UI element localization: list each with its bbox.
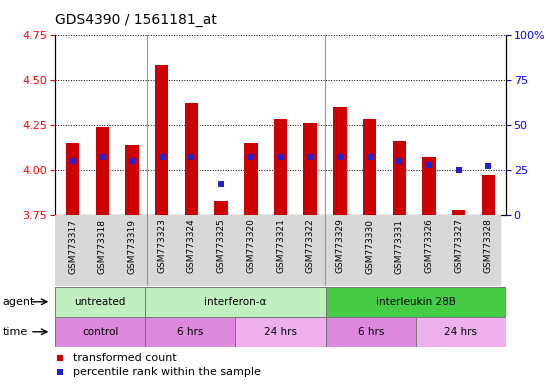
Text: interferon-α: interferon-α — [204, 297, 267, 307]
Bar — [326, 287, 506, 317]
Bar — [185, 103, 198, 215]
Text: GSM773331: GSM773331 — [395, 218, 404, 273]
Text: interleukin 28B: interleukin 28B — [376, 297, 456, 307]
Bar — [363, 119, 376, 215]
Text: GSM773320: GSM773320 — [246, 218, 255, 273]
Text: GSM773327: GSM773327 — [454, 218, 463, 273]
Bar — [55, 287, 145, 317]
Bar — [125, 145, 139, 215]
Text: GSM773328: GSM773328 — [483, 218, 493, 273]
Text: GSM773322: GSM773322 — [306, 218, 315, 273]
Bar — [244, 143, 257, 215]
Bar — [66, 143, 80, 215]
Text: GSM773324: GSM773324 — [187, 218, 196, 273]
Bar — [145, 317, 235, 347]
Bar — [274, 119, 287, 215]
Text: 24 hrs: 24 hrs — [264, 327, 297, 337]
Text: 24 hrs: 24 hrs — [444, 327, 477, 337]
Bar — [55, 317, 145, 347]
Bar — [155, 65, 168, 215]
Text: GSM773318: GSM773318 — [98, 218, 107, 273]
Text: GSM773319: GSM773319 — [128, 218, 136, 273]
Bar — [326, 317, 416, 347]
Text: GSM773323: GSM773323 — [157, 218, 166, 273]
Bar — [96, 127, 109, 215]
Bar — [452, 210, 465, 215]
Text: GSM773317: GSM773317 — [68, 218, 78, 273]
Bar — [214, 200, 228, 215]
Bar — [145, 287, 326, 317]
Text: untreated: untreated — [74, 297, 126, 307]
Text: control: control — [82, 327, 118, 337]
Text: GSM773330: GSM773330 — [365, 218, 374, 273]
Text: GSM773329: GSM773329 — [336, 218, 344, 273]
Bar — [481, 175, 495, 215]
Bar — [422, 157, 436, 215]
Text: GSM773321: GSM773321 — [276, 218, 285, 273]
Bar — [416, 317, 506, 347]
Bar — [235, 317, 326, 347]
Bar — [333, 107, 346, 215]
Text: agent: agent — [3, 297, 35, 307]
Bar — [304, 123, 317, 215]
Text: time: time — [3, 327, 28, 337]
Text: transformed count: transformed count — [73, 353, 177, 363]
Text: GSM773326: GSM773326 — [425, 218, 433, 273]
Bar — [393, 141, 406, 215]
Text: GSM773325: GSM773325 — [217, 218, 226, 273]
Text: GDS4390 / 1561181_at: GDS4390 / 1561181_at — [55, 13, 217, 27]
Text: 6 hrs: 6 hrs — [177, 327, 204, 337]
Text: 6 hrs: 6 hrs — [358, 327, 384, 337]
Text: percentile rank within the sample: percentile rank within the sample — [73, 367, 261, 377]
